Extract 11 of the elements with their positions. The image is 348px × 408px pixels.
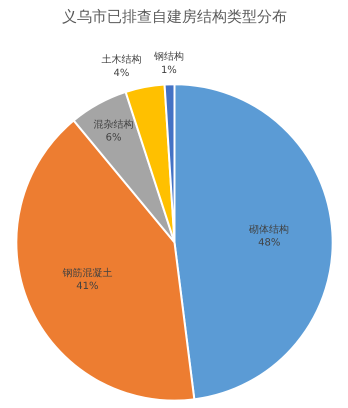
data-label: 4%: [114, 68, 130, 79]
slice-label: 土木结构: [101, 54, 142, 66]
slice-label: 混杂结构: [94, 118, 134, 130]
slice-label: 钢结构: [152, 50, 184, 63]
data-label: 41%: [76, 281, 99, 292]
data-label: 48%: [258, 238, 280, 249]
data-label: 1%: [160, 64, 177, 76]
chart-title: 义乌市已排查自建房结构类型分布: [62, 7, 287, 26]
data-label: 6%: [106, 132, 122, 144]
slice-label: 砌体结构: [248, 223, 290, 236]
slice-label: 钢筋混凝土: [61, 267, 112, 279]
